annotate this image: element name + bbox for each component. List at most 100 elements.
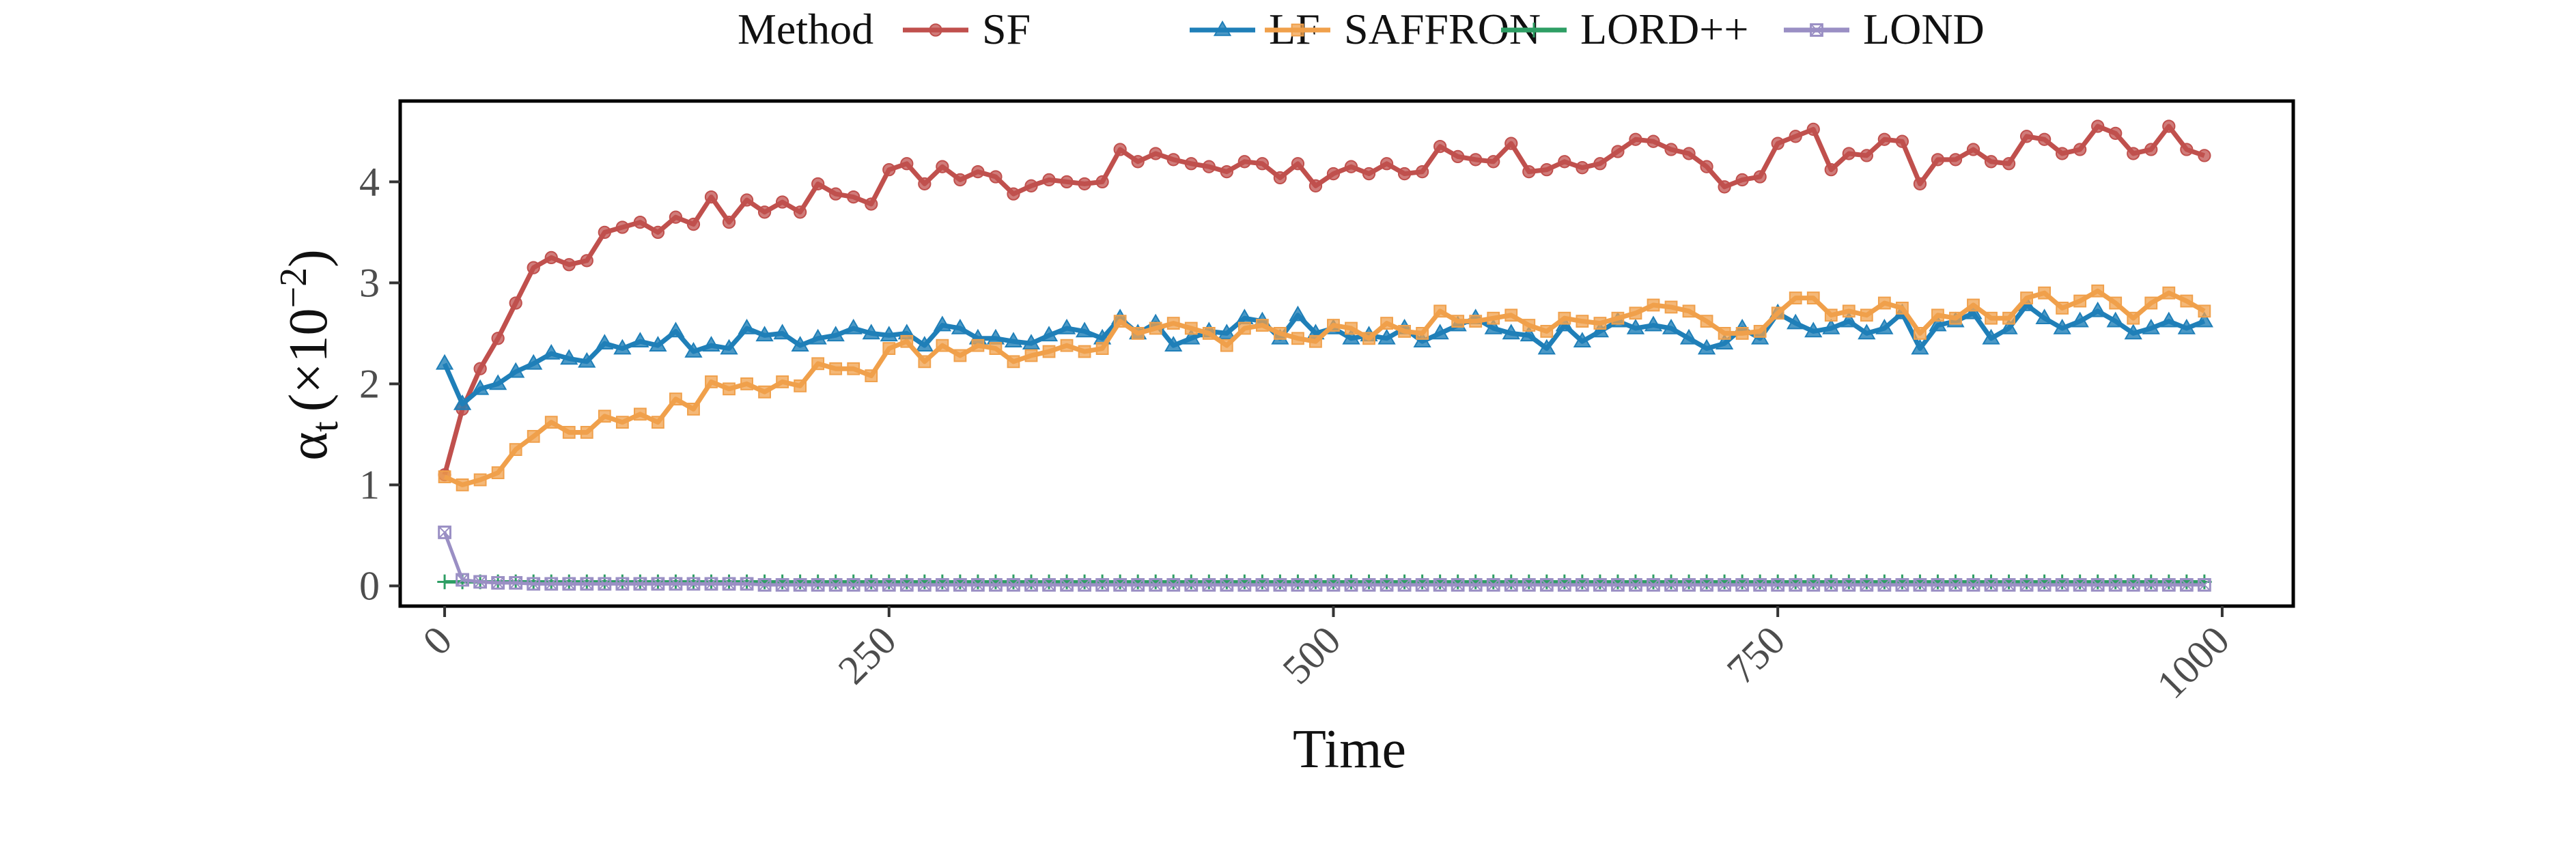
data-point-lf [560, 349, 578, 365]
data-point-sf [971, 164, 985, 179]
data-point-lond [2126, 578, 2140, 592]
data-point-lond [1255, 578, 1270, 592]
data-point-lf [1964, 303, 1983, 319]
data-point-sf [1664, 143, 1678, 156]
data-point-sf [2091, 119, 2105, 133]
data-point-lond [935, 578, 949, 592]
x-tick-label: 750 [1718, 618, 1793, 693]
data-point-lond [456, 573, 469, 587]
data-point-lond [793, 578, 807, 592]
data-point-sf [1611, 145, 1625, 158]
data-point-sf [669, 210, 683, 224]
data-point-saffron [2091, 284, 2105, 298]
data-point-lond [1344, 578, 1358, 592]
data-point-sf [1344, 160, 1358, 173]
data-point-saffron [1291, 332, 1304, 345]
data-point-lond [722, 577, 736, 591]
data-point-lond [615, 577, 630, 591]
data-point-lond [953, 578, 967, 592]
data-point-saffron [882, 342, 896, 356]
data-point-lf [1626, 318, 1645, 334]
data-point-lf [649, 336, 667, 352]
x-tick-label: 0 [414, 618, 460, 664]
data-point-lond [1629, 578, 1642, 592]
data-point-lond [1326, 578, 1341, 592]
data-point-lond [2144, 578, 2158, 592]
data-point-lond [1948, 578, 1963, 592]
data-point-lf [1289, 305, 1307, 321]
data-point-sf [1415, 164, 1429, 179]
data-point-sf [1522, 164, 1536, 179]
data-point-sf [1877, 132, 1891, 146]
data-point-lf [2124, 324, 2142, 340]
data-point-saffron [687, 403, 700, 416]
series-saffron [438, 284, 2211, 491]
data-point-sf [1308, 179, 1323, 192]
data-point-saffron [1914, 327, 1927, 340]
data-point-saffron [1540, 325, 1554, 338]
data-point-saffron [1184, 321, 1198, 335]
data-point-saffron [1629, 306, 1642, 320]
data-point-sf [1397, 167, 1412, 181]
data-point-lf [667, 321, 685, 338]
data-point-saffron [1985, 311, 1998, 325]
data-point-saffron [669, 392, 682, 406]
data-point-lf [435, 354, 454, 370]
data-point-sf [1255, 157, 1270, 171]
data-point-saffron [1362, 332, 1375, 345]
data-point-saffron [1860, 309, 1873, 322]
data-point-lf [1822, 318, 1840, 334]
data-point-saffron [953, 349, 967, 362]
data-point-saffron [1718, 327, 1731, 340]
data-point-saffron [2020, 291, 2033, 305]
legend-label: SF [982, 5, 1031, 53]
data-point-saffron [705, 375, 718, 388]
data-point-saffron [1007, 355, 1020, 369]
data-point-lf [542, 343, 561, 360]
data-point-lond [1718, 578, 1731, 592]
data-point-lond [509, 576, 523, 590]
data-point-saffron [758, 385, 771, 399]
data-point-lf [844, 318, 863, 334]
data-point-lf [684, 342, 703, 358]
data-point-saffron [723, 382, 736, 396]
data-point-saffron [615, 416, 629, 429]
y-tick-label: 1 [359, 462, 380, 507]
data-point-lond [527, 577, 541, 591]
data-point-sf [989, 170, 1003, 184]
data-point-sf [953, 173, 967, 187]
data-point-sf [473, 362, 487, 375]
series-sf [438, 119, 2211, 482]
data-point-sf [882, 163, 896, 177]
data-point-sf [1202, 160, 1216, 173]
data-point-saffron [633, 407, 647, 421]
legend-label: LORD++ [1580, 5, 1748, 53]
data-point-sf [1184, 157, 1198, 171]
data-point-lf [1004, 332, 1023, 348]
data-point-lf [1662, 318, 1681, 334]
data-point-lond [438, 526, 451, 539]
data-point-saffron [1949, 311, 1962, 325]
y-axis-label-symbol: α [279, 432, 339, 461]
data-point-sf [1771, 137, 1784, 150]
data-point-sf [865, 197, 878, 211]
data-point-sf [722, 215, 736, 229]
data-point-saffron [438, 470, 451, 483]
data-point-lf [738, 318, 756, 334]
data-point-saffron [1576, 315, 1589, 328]
data-point-sf [1895, 134, 1909, 148]
data-point-sf [1629, 132, 1642, 146]
data-point-sf [1237, 155, 1251, 169]
legend-title: Method [738, 5, 873, 53]
data-point-sf [1078, 177, 1091, 190]
data-point-lond [1291, 578, 1305, 592]
data-point-sf [1451, 149, 1465, 164]
data-point-lf [1804, 321, 1823, 338]
data-point-lond [1984, 578, 1998, 592]
y-axis-label-subscript: t [304, 421, 346, 432]
data-point-sf [1487, 155, 1500, 169]
data-point-sf [1647, 134, 1660, 148]
data-point-lf [1591, 321, 1610, 338]
data-point-lond [2055, 578, 2069, 592]
data-point-saffron [1202, 327, 1216, 340]
